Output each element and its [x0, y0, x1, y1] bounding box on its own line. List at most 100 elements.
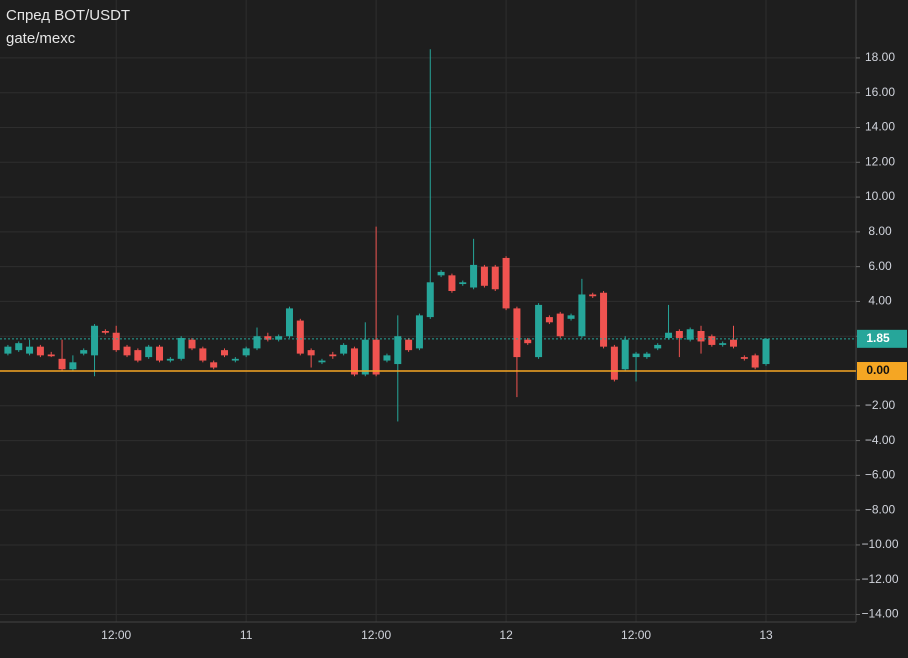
y-tick-label: 18.00 [865, 50, 895, 64]
price-label: 1.85 [866, 331, 890, 345]
candle-body [654, 344, 662, 349]
candle-body [285, 308, 293, 337]
candle-body [307, 350, 315, 356]
candle-body [491, 266, 499, 290]
y-tick-label: 16.00 [865, 85, 895, 99]
candle-body [545, 317, 553, 323]
candle-body [513, 308, 521, 358]
candle-body [296, 320, 304, 354]
y-tick-label: 4.00 [868, 294, 892, 308]
candle-body [15, 343, 23, 351]
candle-body [665, 332, 673, 338]
candle-body [730, 339, 738, 347]
candle-body [242, 348, 250, 356]
y-tick-label: −2.00 [865, 398, 896, 412]
candle-body [589, 294, 597, 297]
candle-body [632, 353, 640, 358]
candle-body [708, 336, 716, 345]
x-tick-label: 12 [499, 628, 513, 642]
candle-body [350, 348, 358, 375]
candle-body [177, 337, 185, 359]
chart-title: Спред BOT/USDT [6, 7, 130, 24]
candle-body [383, 355, 391, 361]
y-tick-label: 8.00 [868, 224, 892, 238]
candle-body [470, 264, 478, 288]
candle-body [275, 336, 283, 340]
candle-body [329, 354, 337, 357]
candle-body [123, 346, 131, 356]
y-tick-label: −10.00 [861, 537, 898, 551]
chart-subtitle: gate/mexc [6, 30, 76, 47]
candle-body [405, 339, 413, 351]
candle-body [134, 350, 142, 361]
candle-body [80, 350, 88, 354]
y-tick-label: 12.00 [865, 154, 895, 168]
candle-body [459, 282, 467, 285]
candle-body [69, 362, 77, 370]
candle-body [210, 362, 218, 368]
candle-body [535, 304, 543, 358]
candle-body [264, 336, 272, 340]
candle-body [156, 346, 164, 361]
x-tick-label: 12:00 [621, 628, 651, 642]
candle-body [675, 331, 683, 338]
candle-body [437, 271, 445, 276]
y-tick-label: −8.00 [865, 502, 896, 516]
x-tick-label: 12:00 [101, 628, 131, 642]
candle-body [697, 331, 705, 342]
candle-body [719, 343, 727, 345]
candle-body [231, 358, 239, 361]
candle-body [610, 346, 618, 380]
y-tick-label: 14.00 [865, 120, 895, 134]
candle-body [524, 339, 532, 344]
y-tick-label: −12.00 [861, 572, 898, 586]
candle-body [166, 358, 174, 361]
candle-body [91, 325, 99, 356]
price-label-box [857, 329, 907, 348]
candle-body [762, 338, 770, 365]
y-tick-label: −4.00 [865, 433, 896, 447]
candle-body [621, 339, 629, 370]
candle-body [372, 339, 380, 375]
candle-body [643, 353, 651, 358]
y-tick-label: −6.00 [865, 468, 896, 482]
candle-body [26, 346, 34, 354]
candle-body [101, 331, 109, 333]
candle-body [502, 257, 510, 309]
candle-body [253, 336, 261, 349]
price-label-box [857, 362, 907, 381]
candle-body [221, 350, 228, 356]
y-tick-label: 6.00 [868, 259, 892, 273]
candle-body [415, 315, 423, 349]
candle-body [556, 313, 564, 337]
candle-body [480, 266, 488, 286]
x-tick-label: 11 [240, 628, 253, 642]
y-tick-label: −14.00 [861, 607, 898, 621]
candle-body [340, 344, 348, 354]
candle-body [361, 339, 369, 375]
candle-body [188, 339, 196, 349]
candle-body [145, 346, 153, 358]
candle-body [751, 355, 759, 368]
candle-body [36, 346, 44, 356]
candle-body [58, 358, 66, 370]
candle-body [47, 354, 55, 357]
candle-body [112, 332, 120, 351]
x-tick-label: 12:00 [361, 628, 391, 642]
candle-body [578, 294, 586, 337]
candle-body [567, 315, 575, 319]
price-label: 0.00 [866, 363, 890, 377]
candle-body [426, 282, 434, 318]
candle-body [394, 336, 402, 365]
candle-body [600, 292, 608, 347]
y-tick-label: 10.00 [865, 189, 895, 203]
candle-body [318, 360, 326, 363]
candle-body [199, 348, 207, 361]
candle-body [448, 275, 456, 291]
candle-body [4, 346, 12, 354]
candle-body [740, 357, 748, 359]
x-tick-label: 13 [759, 628, 773, 642]
candle-body [686, 329, 694, 340]
